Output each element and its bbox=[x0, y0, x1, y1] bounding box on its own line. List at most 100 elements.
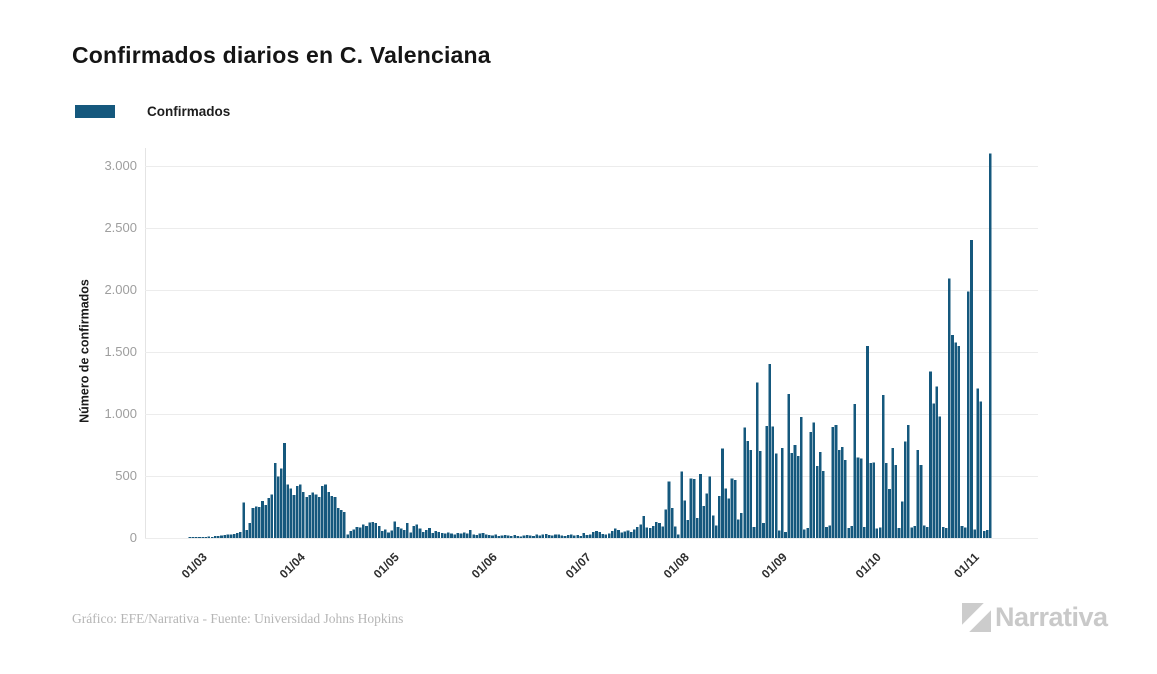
bar[interactable] bbox=[402, 529, 406, 538]
bar[interactable] bbox=[393, 521, 397, 538]
bar[interactable] bbox=[894, 464, 898, 538]
bar[interactable] bbox=[601, 534, 605, 538]
bar[interactable] bbox=[881, 395, 885, 538]
bar[interactable] bbox=[469, 529, 472, 538]
bar[interactable] bbox=[321, 485, 324, 538]
bar[interactable] bbox=[837, 449, 841, 538]
bar[interactable] bbox=[368, 522, 371, 539]
bar[interactable] bbox=[610, 531, 614, 538]
bar[interactable] bbox=[377, 526, 381, 538]
bar[interactable] bbox=[897, 528, 901, 538]
bar[interactable] bbox=[803, 529, 806, 538]
bar[interactable] bbox=[245, 529, 249, 538]
bar[interactable] bbox=[551, 535, 554, 538]
bar[interactable] bbox=[346, 534, 349, 538]
bar[interactable] bbox=[632, 529, 636, 538]
bar[interactable] bbox=[425, 529, 428, 538]
bar[interactable] bbox=[232, 534, 236, 538]
bar[interactable] bbox=[298, 484, 302, 538]
bar[interactable] bbox=[390, 530, 393, 538]
bar[interactable] bbox=[532, 536, 535, 538]
bar[interactable] bbox=[569, 534, 573, 538]
bar[interactable] bbox=[305, 497, 308, 538]
bar[interactable] bbox=[951, 335, 954, 538]
bar[interactable] bbox=[380, 531, 384, 538]
bar[interactable] bbox=[431, 533, 434, 538]
bar[interactable] bbox=[692, 479, 696, 538]
bar[interactable] bbox=[762, 523, 765, 538]
bar[interactable] bbox=[440, 532, 444, 538]
bar[interactable] bbox=[922, 525, 926, 538]
bar[interactable] bbox=[324, 484, 327, 538]
bar[interactable] bbox=[472, 534, 475, 538]
bar[interactable] bbox=[217, 535, 220, 538]
bar[interactable] bbox=[683, 500, 687, 538]
bar[interactable] bbox=[651, 525, 655, 538]
bar[interactable] bbox=[462, 532, 466, 538]
bar[interactable] bbox=[859, 458, 863, 538]
bar[interactable] bbox=[809, 431, 813, 538]
bar[interactable] bbox=[718, 495, 721, 538]
bar[interactable] bbox=[929, 371, 932, 538]
bar[interactable] bbox=[989, 153, 992, 538]
bar[interactable] bbox=[985, 529, 989, 538]
bar[interactable] bbox=[387, 532, 390, 538]
bar[interactable] bbox=[847, 528, 850, 538]
bar[interactable] bbox=[343, 511, 346, 538]
bar[interactable] bbox=[617, 529, 620, 538]
bar[interactable] bbox=[752, 526, 756, 538]
bar[interactable] bbox=[412, 526, 416, 538]
bar[interactable] bbox=[982, 531, 986, 538]
bar[interactable] bbox=[223, 534, 226, 538]
bar[interactable] bbox=[506, 535, 510, 538]
bar[interactable] bbox=[276, 476, 280, 538]
bar[interactable] bbox=[626, 530, 630, 538]
bar[interactable] bbox=[339, 510, 343, 538]
bar[interactable] bbox=[885, 462, 888, 538]
bar[interactable] bbox=[195, 537, 198, 538]
bar[interactable] bbox=[415, 524, 419, 538]
bar[interactable] bbox=[796, 456, 800, 538]
bar[interactable] bbox=[516, 535, 519, 538]
bar[interactable] bbox=[714, 525, 718, 538]
bar[interactable] bbox=[456, 533, 460, 538]
bar[interactable] bbox=[708, 476, 712, 538]
bar[interactable] bbox=[374, 523, 378, 538]
bar[interactable] bbox=[248, 523, 252, 538]
bar[interactable] bbox=[453, 534, 456, 538]
bar[interactable] bbox=[336, 508, 340, 538]
bar[interactable] bbox=[191, 537, 195, 538]
bar[interactable] bbox=[478, 533, 482, 538]
bar[interactable] bbox=[563, 536, 567, 538]
bar[interactable] bbox=[806, 528, 809, 538]
bar[interactable] bbox=[957, 346, 961, 538]
bar[interactable] bbox=[733, 479, 737, 538]
bar[interactable] bbox=[976, 388, 980, 538]
bar[interactable] bbox=[759, 451, 762, 538]
bar[interactable] bbox=[979, 401, 983, 538]
bar[interactable] bbox=[944, 528, 948, 538]
bar[interactable] bbox=[818, 451, 822, 538]
bar[interactable] bbox=[696, 518, 699, 538]
bar[interactable] bbox=[850, 526, 854, 538]
bar[interactable] bbox=[730, 478, 734, 538]
bar[interactable] bbox=[573, 535, 576, 538]
bar[interactable] bbox=[853, 403, 857, 538]
bar[interactable] bbox=[834, 425, 838, 538]
bar[interactable] bbox=[406, 523, 409, 538]
bar[interactable] bbox=[686, 520, 690, 538]
bar[interactable] bbox=[878, 527, 882, 538]
bar[interactable] bbox=[866, 346, 869, 538]
bar[interactable] bbox=[828, 525, 831, 538]
bar[interactable] bbox=[254, 506, 258, 538]
bar[interactable] bbox=[916, 449, 920, 538]
bar[interactable] bbox=[658, 523, 661, 538]
bar[interactable] bbox=[588, 534, 592, 538]
bar[interactable] bbox=[863, 526, 866, 538]
bar[interactable] bbox=[831, 427, 835, 538]
bar[interactable] bbox=[525, 534, 529, 538]
bar[interactable] bbox=[721, 448, 724, 538]
bar[interactable] bbox=[967, 291, 970, 538]
bar[interactable] bbox=[418, 528, 422, 538]
bar[interactable] bbox=[875, 528, 879, 538]
